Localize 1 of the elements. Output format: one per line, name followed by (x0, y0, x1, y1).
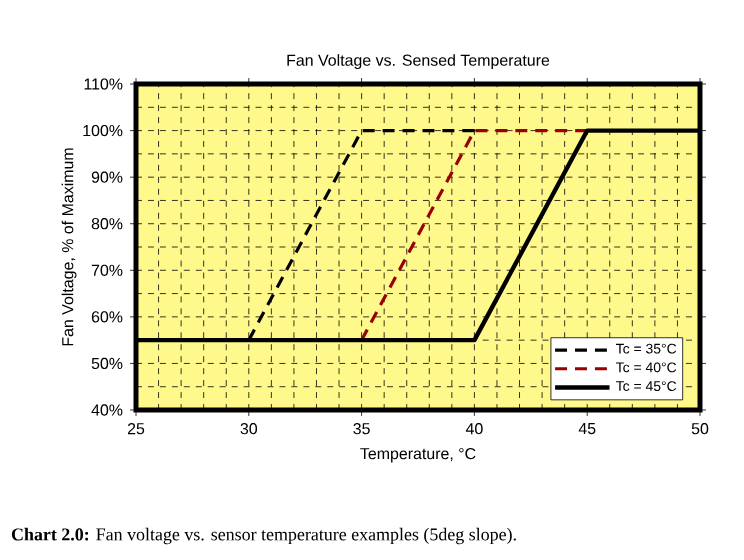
text: Chart 2.0: Fan voltage vs. sensor temperature examples (5deg slope). (11, 527, 516, 545)
